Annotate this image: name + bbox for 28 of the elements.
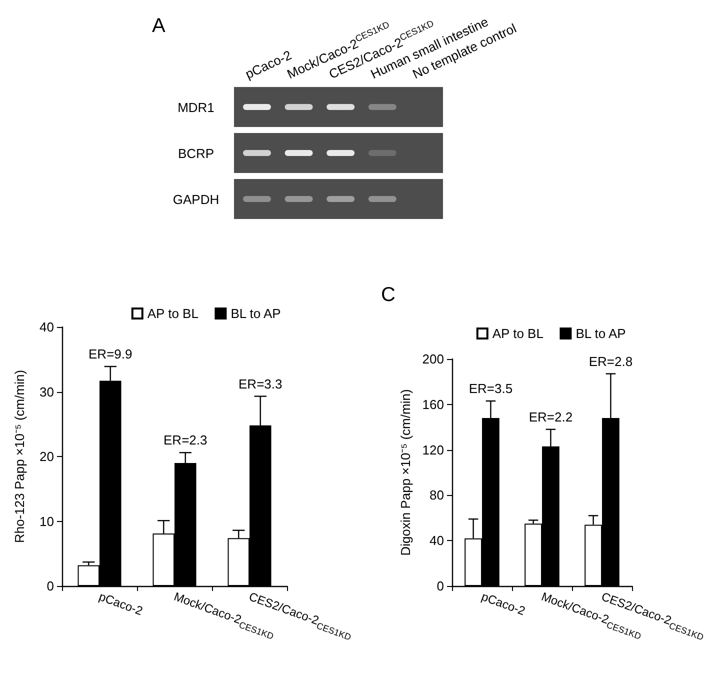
category-label: GAPDH	[172, 192, 220, 207]
legend-label: AP to BL	[147, 306, 198, 321]
y-tick-label: 200	[422, 352, 444, 366]
y-tick-label: 10	[40, 514, 54, 529]
legend-label: BL to AP	[576, 326, 626, 341]
chart-title: C	[381, 284, 396, 306]
annotation: ER=3.3	[238, 376, 282, 392]
y-tick-label: 30	[40, 384, 54, 400]
annotation: ER=2.2	[528, 409, 573, 424]
category-label: MDR1	[178, 100, 214, 115]
category-label: BCRP	[178, 146, 214, 161]
annotation: ER=2.8	[588, 354, 633, 369]
annotation: ER=2.3	[164, 432, 208, 448]
y-tick-label: 40	[430, 533, 444, 548]
text: A	[152, 15, 166, 37]
legend-label: AP to BL	[492, 326, 544, 341]
y-tick-label: 0	[46, 578, 54, 594]
y-tick-label: 120	[422, 442, 444, 458]
y-axis-title: Digoxin Papp ×10⁻⁵ (cm/min)	[398, 389, 413, 556]
y-tick-label: 0	[436, 578, 444, 594]
annotation: ER=3.5	[468, 380, 513, 396]
y-tick-label: 20	[40, 449, 54, 464]
legend-label: BL to AP	[230, 306, 281, 321]
y-axis-title: Rho-123 Papp ×10⁻⁵ (cm/min)	[12, 370, 27, 544]
annotation: ER=9.9	[88, 346, 132, 362]
y-tick-label: 160	[422, 396, 444, 412]
y-tick-label: 40	[40, 320, 54, 334]
y-tick-label: 80	[430, 488, 444, 503]
